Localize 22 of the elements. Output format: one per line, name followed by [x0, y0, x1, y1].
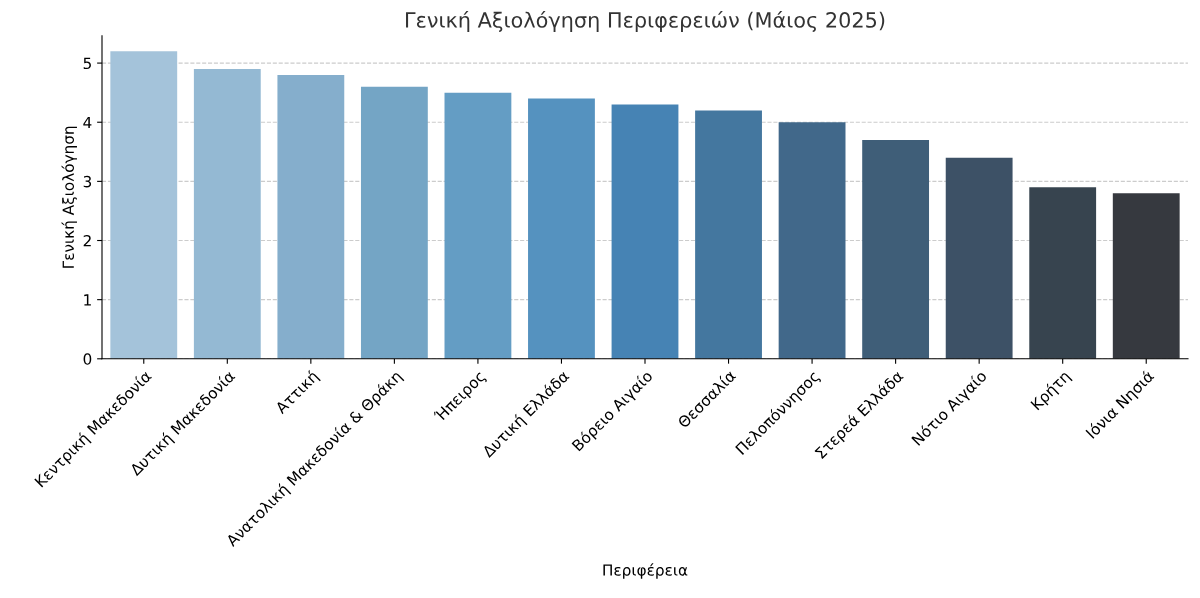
y-tick-label: 3 [83, 175, 92, 188]
y-axis-title: Γενική Αξιολόγηση [61, 126, 77, 268]
bar [778, 122, 846, 359]
bar [110, 51, 178, 359]
bar [1029, 187, 1097, 359]
y-tick-label: 2 [83, 234, 91, 247]
y-tick-label: 5 [83, 57, 91, 70]
bar [193, 69, 261, 359]
bar [528, 98, 595, 359]
bar [611, 104, 679, 359]
chart-title: Γενική Αξιολόγηση Περιφερειών (Μάιος 2025) [406, 10, 885, 32]
bar [360, 86, 428, 359]
y-tick-label: 0 [83, 353, 92, 365]
bar [945, 157, 1013, 359]
y-tick-label: 4 [83, 116, 92, 129]
bar [1112, 193, 1180, 359]
bar [277, 74, 345, 359]
bar [695, 110, 762, 359]
x-axis-title: Περιφέρεια [603, 563, 688, 579]
y-tick-label: 1 [84, 294, 91, 306]
bar [862, 139, 930, 359]
bar [444, 92, 512, 359]
